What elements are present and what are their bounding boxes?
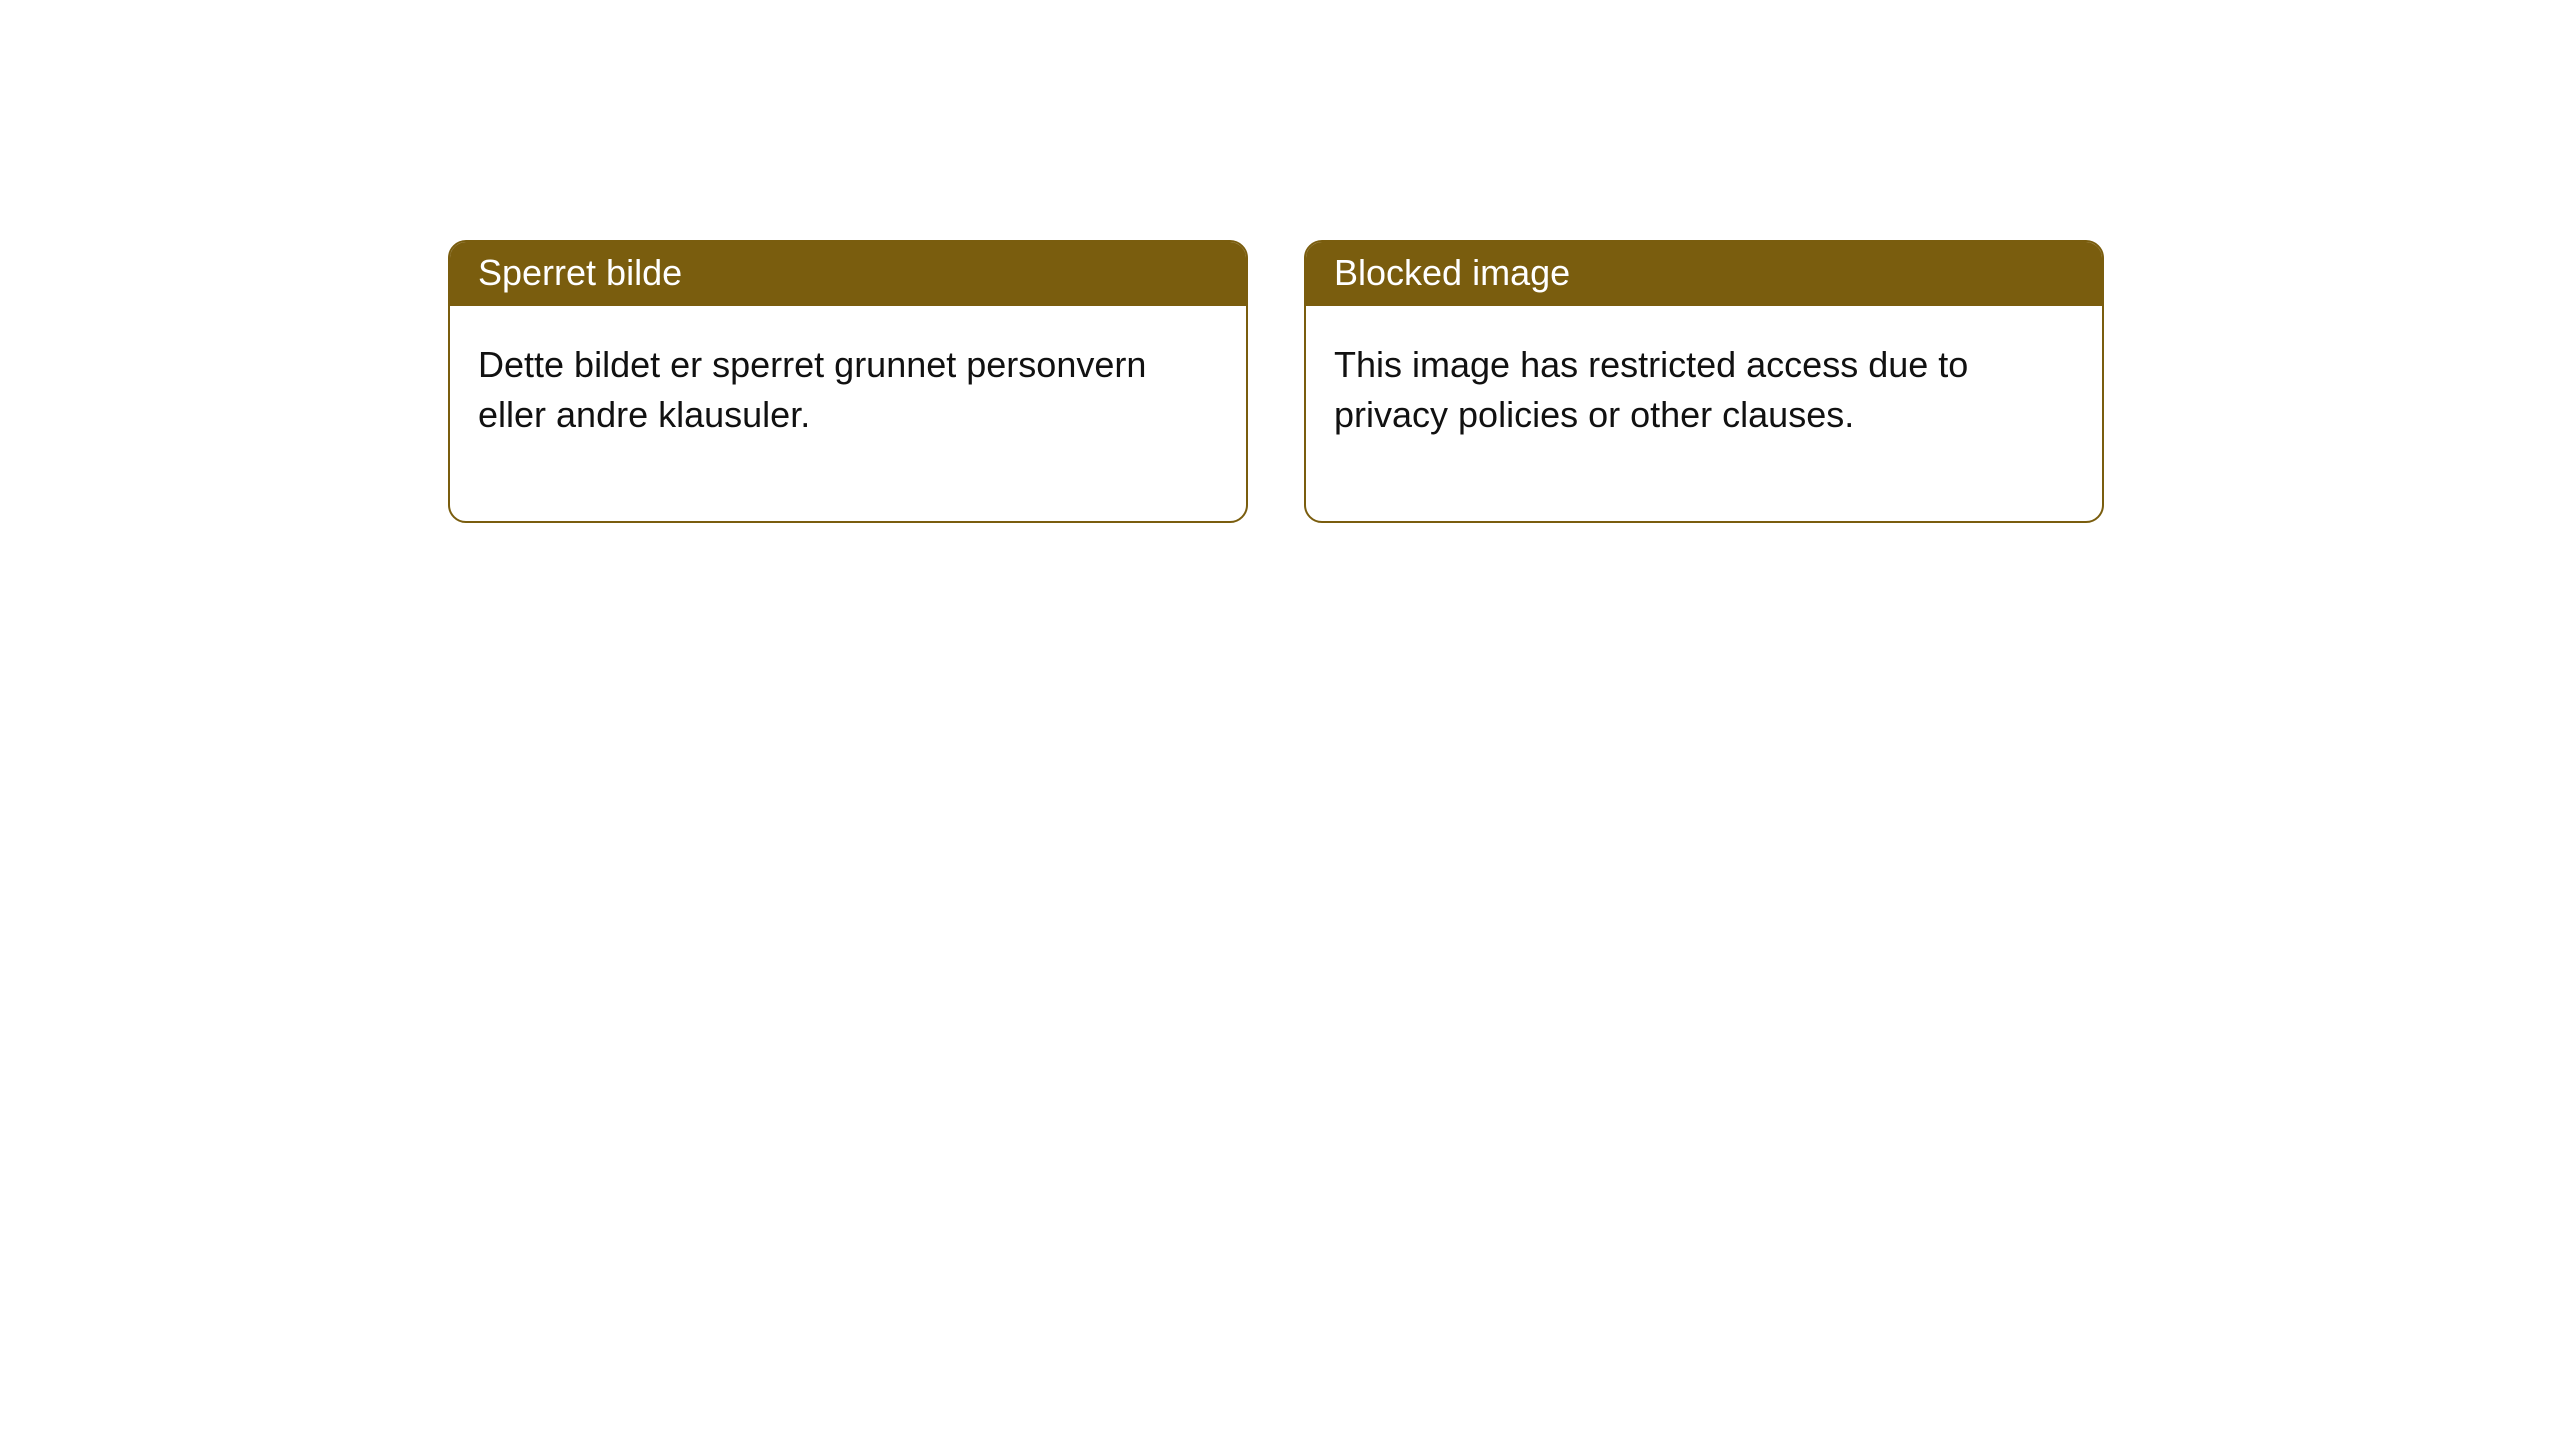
notice-container: Sperret bilde Dette bildet er sperret gr… <box>0 0 2560 523</box>
notice-title-english: Blocked image <box>1306 242 2102 306</box>
notice-title-norwegian: Sperret bilde <box>450 242 1246 306</box>
notice-card-norwegian: Sperret bilde Dette bildet er sperret gr… <box>448 240 1248 523</box>
notice-body-norwegian: Dette bildet er sperret grunnet personve… <box>450 306 1246 521</box>
notice-card-english: Blocked image This image has restricted … <box>1304 240 2104 523</box>
notice-body-english: This image has restricted access due to … <box>1306 306 2102 521</box>
